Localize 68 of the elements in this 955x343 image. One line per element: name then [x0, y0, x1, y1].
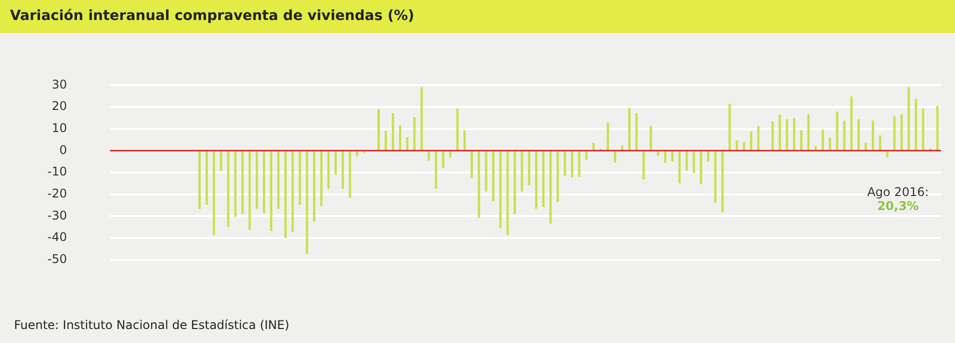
- bar: [420, 87, 423, 150]
- bar: [492, 151, 494, 202]
- source-note: Fuente: Instituto Nacional de Estadística (INE): [14, 318, 290, 332]
- bar: [320, 151, 322, 206]
- bar: [334, 151, 337, 175]
- bar: [535, 151, 538, 209]
- bar: [814, 146, 817, 150]
- bar: [772, 121, 774, 150]
- bar: [212, 151, 216, 236]
- y-tick-label: -40: [47, 230, 67, 244]
- bar: [843, 120, 846, 150]
- bar: [642, 151, 645, 180]
- bar: [793, 118, 796, 150]
- bar: [800, 130, 802, 150]
- bar: [270, 151, 272, 232]
- bar: [707, 151, 710, 162]
- bar: [656, 151, 660, 156]
- bar: [692, 151, 695, 174]
- bar: [886, 151, 888, 158]
- annotation: Ago 2016:: [867, 185, 929, 199]
- bar: [342, 151, 344, 189]
- bar: [556, 151, 559, 202]
- bar: [256, 151, 258, 209]
- bar: [298, 151, 301, 205]
- bar: [428, 151, 430, 161]
- y-tick-label: 0: [59, 142, 67, 157]
- bar: [470, 151, 473, 178]
- bar: [728, 104, 731, 150]
- bar: [277, 151, 280, 209]
- bar: [206, 151, 208, 205]
- bar: [778, 114, 781, 150]
- bar: [650, 126, 652, 150]
- bar: [292, 151, 294, 232]
- y-tick-label: -30: [47, 208, 67, 222]
- bar: [664, 151, 666, 163]
- bar: [686, 151, 688, 171]
- y-tick-label: -50: [47, 252, 67, 266]
- bar: [234, 151, 236, 217]
- bar: [227, 151, 230, 227]
- bar: [671, 151, 674, 162]
- bar: [736, 140, 738, 150]
- bar: [822, 130, 824, 150]
- bar: [248, 151, 251, 230]
- bar: [750, 131, 752, 150]
- y-tick-label: 10: [52, 120, 67, 135]
- annotation: 20,3%: [877, 199, 919, 213]
- bar: [356, 151, 358, 156]
- bar: [828, 138, 832, 150]
- bar: [449, 151, 452, 158]
- y-tick-label: 30: [52, 77, 67, 92]
- bar: [384, 130, 387, 150]
- bar: [378, 108, 380, 150]
- bar: [313, 151, 316, 222]
- y-tick-label: 20: [52, 99, 67, 114]
- chart-title: Variación interanual compraventa de viviendas (%): [0, 0, 955, 33]
- bar: [514, 151, 516, 214]
- y-tick-label: -10: [47, 164, 67, 179]
- bar: [399, 125, 402, 150]
- bar: [864, 142, 867, 150]
- bar: [406, 137, 408, 150]
- bar: [908, 87, 910, 150]
- bar: [836, 111, 838, 150]
- bar: [578, 151, 580, 177]
- bar: [621, 145, 624, 150]
- bar: [757, 126, 760, 150]
- bar: [628, 108, 631, 150]
- bar: [714, 151, 716, 203]
- y-tick-label: -20: [47, 186, 67, 200]
